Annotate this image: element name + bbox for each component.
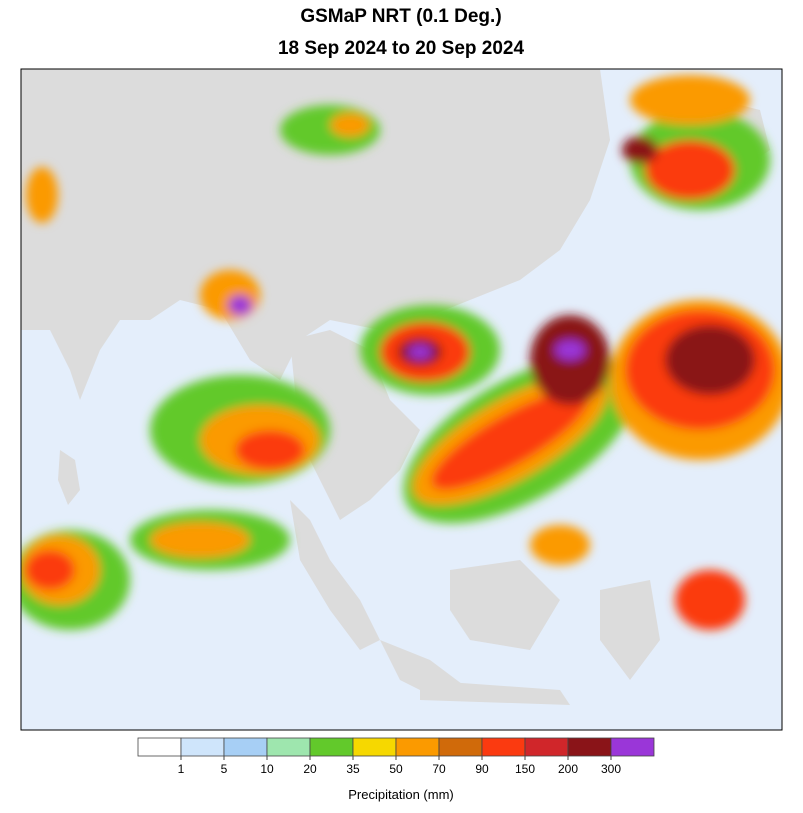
map-frame <box>20 68 783 731</box>
colorbar-swatch <box>438 737 483 757</box>
colorbar-tick-label: 70 <box>432 762 446 776</box>
map-title: GSMaP NRT (0.1 Deg.) <box>300 6 501 27</box>
colorbar-swatch <box>266 737 311 757</box>
colorbar-tick-label: 20 <box>303 762 317 776</box>
colorbar-tick-label: 35 <box>346 762 360 776</box>
colorbar-tick-label: 300 <box>601 762 621 776</box>
colorbar-swatch <box>137 737 182 757</box>
map-subtitle: 18 Sep 2024 to 20 Sep 2024 <box>278 38 525 59</box>
colorbar-swatch <box>223 737 268 757</box>
colorbar-tick-label: 50 <box>389 762 403 776</box>
colorbar-tick-label: 10 <box>260 762 274 776</box>
colorbar-tick-label: 1 <box>178 762 185 776</box>
colorbar-tick-label: 150 <box>515 762 535 776</box>
colorbar: 1 5 10 20 35 50 70 90 150 200 300 <box>137 737 655 776</box>
colorbar-swatch <box>524 737 569 757</box>
colorbar-swatch <box>309 737 354 757</box>
map <box>20 68 783 731</box>
precipitation <box>21 75 782 630</box>
colorbar-swatch <box>567 737 612 757</box>
colorbar-tick-label: 90 <box>475 762 489 776</box>
colorbar-tick-label: 5 <box>221 762 228 776</box>
colorbar-tick-label: 200 <box>558 762 578 776</box>
colorbar-label: Precipitation (mm) <box>348 787 453 802</box>
colorbar-swatch <box>395 737 440 757</box>
colorbar-swatch <box>610 737 655 757</box>
colorbar-swatch <box>180 737 225 757</box>
colorbar-swatch <box>481 737 526 757</box>
colorbar-swatch <box>352 737 397 757</box>
map-content <box>21 69 782 730</box>
